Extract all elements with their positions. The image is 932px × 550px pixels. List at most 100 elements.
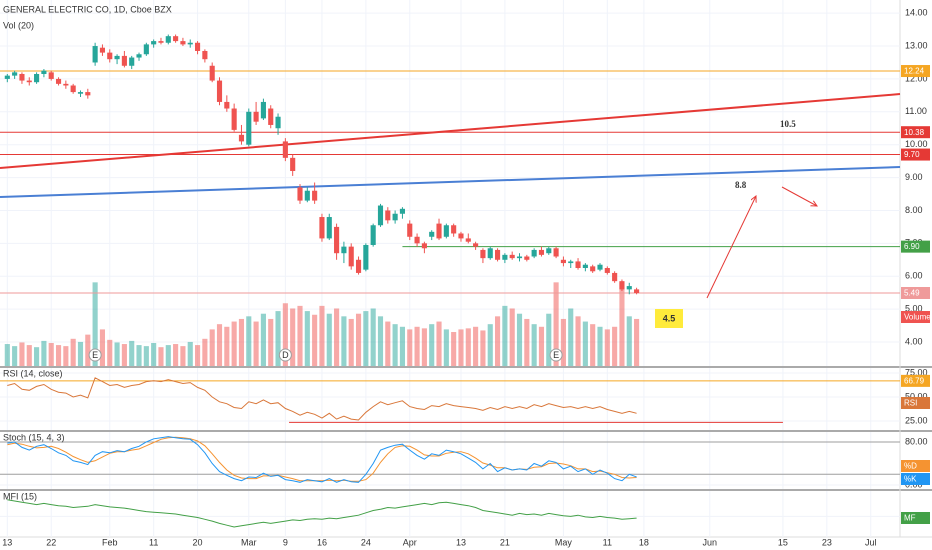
labels: 13 22 Feb 11 20 Mar 9 16 24 Apr 13 21 May 11 18 Jun 15 23… [2, 8, 931, 548]
y-tick-label: 4.00 [905, 336, 923, 346]
volume-bar [355, 313, 362, 366]
candle-body [165, 36, 171, 43]
volume-bar [70, 338, 76, 366]
candle-body [19, 73, 25, 81]
volume-bar [385, 321, 391, 366]
volume-bar [392, 324, 398, 366]
pane-title: RSI (14, close) [3, 368, 63, 378]
volume-bar [297, 305, 303, 366]
candle-body [443, 225, 449, 237]
candle-body [407, 223, 413, 237]
volume-bar [34, 347, 40, 366]
x-tick-label: Apr [403, 537, 417, 547]
volume-bar [582, 321, 588, 366]
candle-body [26, 80, 32, 83]
candle-body [370, 225, 376, 245]
candle-body [268, 108, 274, 125]
candle-body [297, 187, 303, 201]
volume-title: Vol (20) [3, 20, 34, 30]
candle-body [209, 65, 215, 81]
candle-body [582, 264, 588, 269]
event-marker [549, 348, 563, 362]
candle-body [553, 248, 559, 257]
volume-bar [414, 326, 420, 366]
volume-bar [246, 316, 252, 366]
y-tick-label: 8.00 [905, 205, 923, 215]
candle-body [473, 243, 479, 247]
volume-bar [4, 344, 10, 366]
volume-bar [436, 321, 442, 366]
candle-body [151, 41, 157, 45]
volume-bar [224, 326, 230, 366]
volume-bar [429, 324, 435, 366]
candle-body [290, 157, 296, 171]
candle-body [253, 111, 259, 122]
volume-bar [465, 328, 471, 366]
value-box [901, 311, 930, 323]
candle-body [48, 72, 54, 79]
volume-bar [319, 305, 325, 366]
x-tick-label: Jun [702, 537, 717, 547]
candle-body [4, 75, 10, 79]
candle-body [626, 286, 632, 290]
volume-bar [370, 308, 376, 366]
indicator-line [7, 436, 637, 483]
candle-body [77, 92, 84, 94]
volume-bar [63, 346, 69, 366]
y-tick-label: 10.00 [905, 139, 928, 149]
y-tick-label: 5.00 [905, 303, 923, 313]
candle-body [158, 41, 164, 43]
x-tick-label: 24 [361, 537, 371, 547]
volume-bar [619, 282, 625, 366]
x-tick-label: 21 [500, 537, 510, 547]
volume-bar [377, 316, 384, 366]
volume-bar [195, 345, 201, 366]
volume-bar [268, 318, 274, 366]
volume-bar [341, 316, 347, 366]
value-box-label: MF [904, 514, 916, 523]
y-tick-label: 80.00 [905, 436, 928, 446]
volume-bar [48, 342, 54, 366]
candle-body [143, 44, 149, 55]
candle-body [495, 249, 501, 260]
marks [0, 34, 901, 528]
candle-body [377, 205, 384, 226]
candle-body [575, 261, 581, 269]
event-marker [88, 348, 102, 362]
candle-body [385, 210, 391, 221]
value-box-label: 12.24 [904, 67, 925, 76]
candle-body [399, 208, 405, 214]
volume-bar [348, 318, 354, 366]
candle-body [34, 73, 40, 83]
value-box-label: 5.49 [904, 289, 920, 298]
candle-body [524, 256, 530, 260]
x-tick-label: 13 [456, 537, 466, 547]
volume-bar [560, 318, 566, 366]
grid [0, 0, 932, 538]
x-tick-label: 13 [2, 537, 12, 547]
volume-bar [516, 313, 523, 366]
volume-bar [275, 311, 281, 366]
y-tick-label: 13.00 [905, 40, 928, 50]
volume-bar [487, 324, 493, 366]
volume-bar [407, 329, 413, 366]
candle-body [70, 85, 76, 93]
volume-bar [41, 340, 47, 366]
x-tick-label: 22 [46, 537, 56, 547]
value-box [901, 397, 930, 409]
volume-bar [473, 326, 479, 366]
volume-bar [509, 308, 515, 366]
volume-bar [502, 305, 508, 366]
candle-body [341, 246, 347, 254]
value-box-label: %D [904, 462, 917, 471]
volume-bar [187, 341, 193, 366]
candle-body [12, 72, 18, 76]
candle-body [304, 190, 310, 201]
y-tick-label: 12.00 [905, 73, 928, 83]
event-label: E [92, 350, 98, 360]
volume-bar [173, 344, 179, 366]
chart-title: GENERAL ELECTRIC CO, 1D, Cboe BZX [3, 4, 172, 14]
volume-bar [524, 318, 530, 366]
volume-bar [575, 316, 581, 366]
